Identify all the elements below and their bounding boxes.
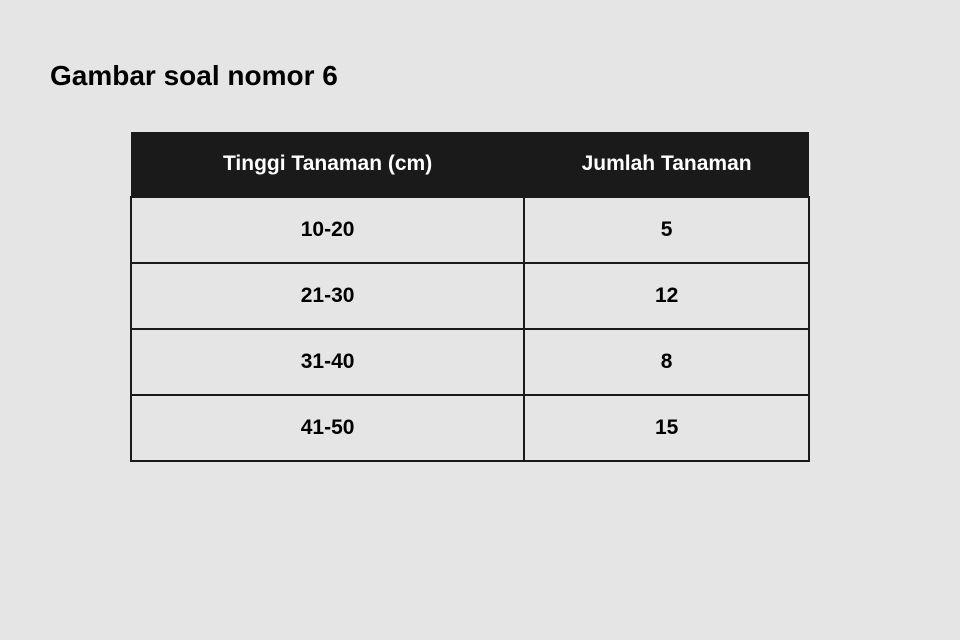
- table-cell: 41-50: [131, 395, 524, 461]
- table-row: 41-50 15: [131, 395, 809, 461]
- table-header-row: Tinggi Tanaman (cm) Jumlah Tanaman: [131, 132, 809, 197]
- table-row: 31-40 8: [131, 329, 809, 395]
- table-header-cell: Jumlah Tanaman: [524, 132, 809, 197]
- table-row: 21-30 12: [131, 263, 809, 329]
- table-wrapper: Tinggi Tanaman (cm) Jumlah Tanaman 10-20…: [50, 132, 910, 462]
- data-table: Tinggi Tanaman (cm) Jumlah Tanaman 10-20…: [130, 132, 810, 462]
- table-cell: 31-40: [131, 329, 524, 395]
- table-cell: 21-30: [131, 263, 524, 329]
- table-cell: 15: [524, 395, 809, 461]
- table-cell: 10-20: [131, 197, 524, 263]
- table-cell: 5: [524, 197, 809, 263]
- table-cell: 8: [524, 329, 809, 395]
- page-title: Gambar soal nomor 6: [50, 60, 910, 92]
- table-header-cell: Tinggi Tanaman (cm): [131, 132, 524, 197]
- table-cell: 12: [524, 263, 809, 329]
- table-row: 10-20 5: [131, 197, 809, 263]
